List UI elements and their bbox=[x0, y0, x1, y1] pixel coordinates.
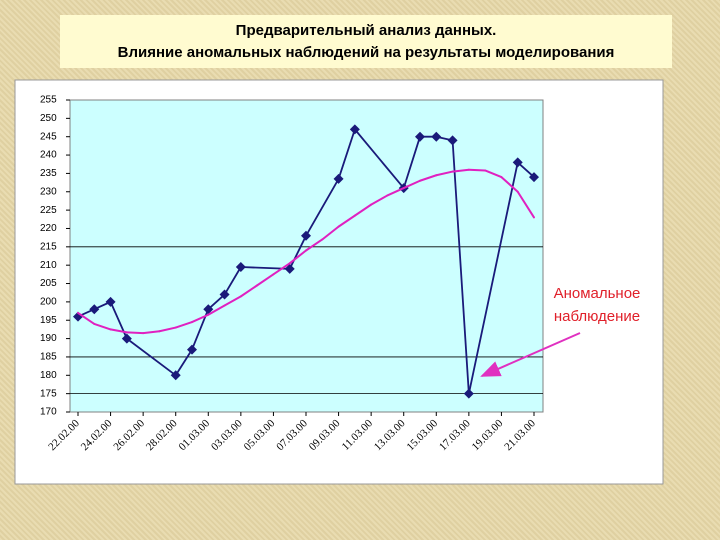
line-segment bbox=[386, 187, 405, 197]
data-point bbox=[431, 131, 442, 142]
y-tick-label: 205 bbox=[40, 278, 57, 289]
line-segment bbox=[419, 174, 438, 182]
line-segment bbox=[142, 330, 161, 335]
y-tick-label: 195 bbox=[40, 315, 57, 326]
plot-area bbox=[69, 99, 544, 413]
data-point bbox=[447, 135, 458, 146]
line-segment bbox=[125, 337, 177, 377]
line-segment bbox=[451, 139, 470, 395]
line-segment bbox=[467, 161, 519, 395]
y-tick-label: 215 bbox=[40, 241, 57, 252]
y-tick-label: 250 bbox=[40, 113, 57, 124]
line-segment bbox=[239, 284, 259, 298]
line-segment bbox=[109, 328, 128, 334]
annotation: наблюдение bbox=[554, 308, 640, 325]
line-segment bbox=[305, 178, 340, 237]
y-tick-label: 200 bbox=[40, 297, 57, 308]
y-tick-label: 220 bbox=[40, 223, 57, 234]
line-segment bbox=[207, 293, 226, 311]
line-segment bbox=[402, 179, 421, 190]
line-segment bbox=[337, 214, 356, 228]
y-tick-label: 190 bbox=[40, 333, 57, 344]
y-tick-label: 235 bbox=[40, 168, 57, 179]
line-segment bbox=[467, 168, 487, 172]
line-segment bbox=[353, 128, 405, 189]
line-segment bbox=[451, 168, 470, 173]
line-segment bbox=[77, 311, 96, 325]
data-point bbox=[512, 157, 523, 168]
data-point bbox=[284, 263, 295, 274]
title: Предварительный анализ данных. bbox=[236, 22, 497, 39]
data-point bbox=[187, 344, 197, 355]
line-segment bbox=[402, 135, 421, 189]
line-segment bbox=[223, 266, 242, 296]
annotation-arrow bbox=[480, 332, 581, 377]
data-point bbox=[121, 333, 132, 344]
line-segment bbox=[370, 194, 389, 206]
line-segment bbox=[288, 249, 307, 265]
data-point bbox=[89, 304, 100, 315]
line-segment bbox=[500, 176, 519, 193]
data-point bbox=[203, 304, 214, 315]
data-point bbox=[463, 388, 474, 399]
line-segment bbox=[288, 234, 307, 270]
data-point bbox=[333, 173, 344, 184]
data-point bbox=[349, 124, 360, 135]
line-segment bbox=[207, 304, 226, 316]
line-segment bbox=[272, 262, 291, 276]
line-segment bbox=[191, 313, 210, 324]
data-point bbox=[170, 370, 181, 381]
line-segment bbox=[174, 321, 193, 329]
title: Влияние аномальных наблюдений на результ… bbox=[118, 44, 615, 61]
y-tick-label: 240 bbox=[40, 150, 57, 161]
data-point bbox=[219, 289, 230, 300]
y-tick-label: 210 bbox=[40, 260, 57, 271]
line-segment bbox=[484, 169, 503, 179]
data-point bbox=[235, 262, 246, 273]
line-segment bbox=[516, 161, 535, 178]
data-point bbox=[529, 172, 539, 183]
line-segment bbox=[321, 225, 340, 241]
line-segment bbox=[435, 170, 454, 177]
y-tick-label: 175 bbox=[40, 388, 57, 399]
line-segment bbox=[93, 322, 112, 331]
line-segment bbox=[256, 273, 275, 287]
y-tick-label: 245 bbox=[40, 131, 57, 142]
line-segment bbox=[223, 295, 242, 307]
y-tick-label: 225 bbox=[40, 205, 57, 216]
y-tick-label: 255 bbox=[40, 95, 57, 106]
line-segment bbox=[305, 238, 324, 252]
annotation: Аномальное bbox=[554, 285, 641, 302]
line-segment bbox=[337, 128, 356, 180]
line-segment bbox=[125, 331, 145, 335]
y-tick-label: 185 bbox=[40, 352, 57, 363]
line-segment bbox=[158, 326, 177, 333]
title-box bbox=[60, 15, 672, 68]
y-tick-label: 230 bbox=[40, 186, 57, 197]
line-segment bbox=[174, 348, 193, 377]
data-point bbox=[105, 296, 116, 307]
y-tick-label: 180 bbox=[40, 370, 57, 381]
line-segment bbox=[353, 203, 373, 217]
data-point bbox=[415, 131, 425, 142]
y-tick-label: 170 bbox=[40, 407, 57, 418]
data-point bbox=[301, 230, 311, 241]
line-segment bbox=[516, 190, 535, 219]
